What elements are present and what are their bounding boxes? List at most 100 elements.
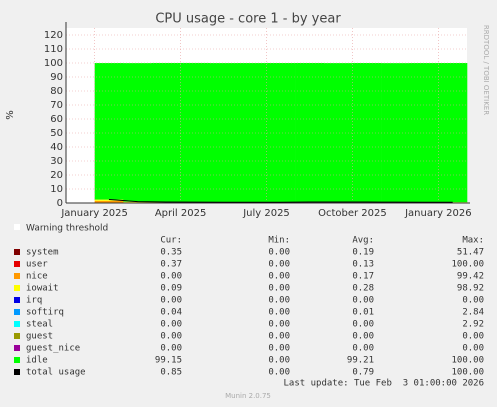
- threshold-label: Warning threshold: [26, 224, 108, 234]
- legend-stat: 0.00: [268, 284, 290, 294]
- legend-label: guest: [26, 332, 53, 342]
- legend-stat: 0.00: [352, 332, 374, 342]
- y-tick-label: 90: [50, 72, 63, 83]
- last-update: Last update: Tue Feb 3 01:00:00 2026: [284, 379, 484, 389]
- area-segment: [94, 200, 124, 203]
- legend-swatch: [14, 357, 20, 363]
- legend-swatch: [14, 369, 20, 375]
- legend-swatch: [14, 309, 20, 315]
- legend-swatch: [14, 285, 20, 291]
- x-tick-label: January 2025: [60, 208, 128, 219]
- area-segment: [209, 63, 239, 203]
- chart-title: CPU usage - core 1 - by year: [155, 12, 341, 27]
- legend-label: idle: [26, 356, 48, 366]
- x-tick-label: April 2025: [155, 208, 206, 219]
- legend-stat: 0.00: [462, 344, 484, 354]
- legend-stat: 0.00: [462, 332, 484, 342]
- legend-stat: 0.00: [268, 308, 290, 318]
- legend-stat: 2.92: [462, 320, 484, 330]
- legend-stat: 0.00: [268, 272, 290, 282]
- legend-label: system: [26, 248, 59, 258]
- legend-swatch: [14, 321, 20, 327]
- line: [108, 199, 453, 203]
- legend-stat: 0.00: [352, 320, 374, 330]
- y-tick-label: 20: [50, 170, 63, 181]
- legend-stat: 99.21: [347, 356, 374, 366]
- y-tick-label: 0: [57, 198, 63, 209]
- y-tick-label: 60: [50, 114, 63, 125]
- x-tick-label: October 2025: [318, 208, 387, 219]
- legend-stat: 0.00: [268, 320, 290, 330]
- area-segment: [295, 62, 325, 203]
- legend-header: Min:: [268, 236, 290, 246]
- legend-stat: 0.00: [462, 296, 484, 306]
- legend-stat: 0.13: [352, 260, 374, 270]
- legend-stat: 0.28: [352, 284, 374, 294]
- legend-swatch: [14, 261, 20, 267]
- legend-stat: 0.00: [160, 332, 182, 342]
- legend-label: softirq: [26, 308, 64, 318]
- legend-stat: 100.00: [451, 260, 484, 270]
- y-tick-label: 10: [50, 184, 63, 195]
- x-tick-label: July 2025: [242, 208, 290, 219]
- legend-label: steal: [26, 320, 53, 330]
- legend-stat: 0.35: [160, 248, 182, 258]
- legend-label: guest_nice: [26, 344, 80, 354]
- legend-swatch: [14, 345, 20, 351]
- legend-stat: 100.00: [451, 356, 484, 366]
- threshold-swatch: [14, 224, 20, 230]
- area-segment: [180, 62, 210, 203]
- legend-stat: 2.84: [462, 308, 484, 318]
- y-tick-label: 120: [44, 30, 63, 41]
- legend-stat: 0.00: [352, 344, 374, 354]
- area-segment: [266, 63, 296, 203]
- legend-label: user: [26, 260, 48, 270]
- area-segment: [352, 63, 382, 203]
- y-tick-label: 100: [44, 58, 63, 69]
- legend-stat: 0.79: [352, 368, 374, 378]
- y-tick-label: 50: [50, 128, 63, 139]
- legend-stat: 0.17: [352, 272, 374, 282]
- legend-swatch: [14, 273, 20, 279]
- legend-stat: 0.00: [268, 368, 290, 378]
- legend-stat: 51.47: [457, 248, 484, 258]
- legend-stat: 0.00: [268, 344, 290, 354]
- legend-label: iowait: [26, 284, 59, 294]
- legend-swatch: [14, 249, 20, 255]
- legend-stat: 100.00: [451, 368, 484, 378]
- legend-label: irq: [26, 296, 42, 306]
- y-tick-label: 30: [50, 156, 63, 167]
- legend-label: nice: [26, 272, 48, 282]
- y-tick-label: 40: [50, 142, 63, 153]
- legend-stat: 99.42: [457, 272, 484, 282]
- legend-header: Max:: [462, 236, 484, 246]
- legend-stat: 0.04: [160, 308, 182, 318]
- y-tick-label: 110: [44, 44, 63, 55]
- legend-stat: 0.09: [160, 284, 182, 294]
- legend-swatch: [14, 297, 20, 303]
- legend-stat: 0.00: [352, 296, 374, 306]
- area-segment: [237, 63, 267, 203]
- area-segment: [94, 63, 124, 200]
- legend-stat: 0.00: [160, 344, 182, 354]
- legend-stat: 0.00: [268, 296, 290, 306]
- legend-header: Avg:: [352, 236, 374, 246]
- y-tick-label: 80: [50, 86, 63, 97]
- area-segment: [323, 63, 353, 202]
- footer: Munin 2.0.75: [225, 392, 271, 400]
- side-text: RRDTOOL / TOBI OETIKER: [482, 25, 490, 115]
- area-segment: [94, 199, 124, 201]
- legend-stat: 0.00: [160, 296, 182, 306]
- area-segment: [438, 63, 468, 203]
- legend-stat: 99.15: [155, 356, 182, 366]
- legend-stat: 0.00: [160, 320, 182, 330]
- legend-stat: 0.01: [352, 308, 374, 318]
- area-segment: [123, 63, 153, 202]
- legend-stat: 0.00: [160, 272, 182, 282]
- area-segment: [151, 62, 181, 202]
- legend-stat: 0.19: [352, 248, 374, 258]
- x-tick-label: January 2026: [404, 208, 472, 219]
- legend-label: total usage: [26, 368, 86, 378]
- legend-stat: 0.37: [160, 260, 182, 270]
